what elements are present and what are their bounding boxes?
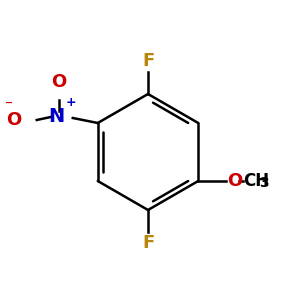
Text: CH: CH <box>243 172 269 190</box>
Text: ⁻: ⁻ <box>5 99 13 114</box>
Text: 3: 3 <box>259 176 269 190</box>
Text: N: N <box>49 106 65 125</box>
Text: F: F <box>142 234 154 252</box>
Text: F: F <box>142 52 154 70</box>
Text: +: + <box>66 96 76 109</box>
Text: O: O <box>51 73 66 91</box>
Text: O: O <box>227 172 242 190</box>
Text: O: O <box>7 111 22 129</box>
